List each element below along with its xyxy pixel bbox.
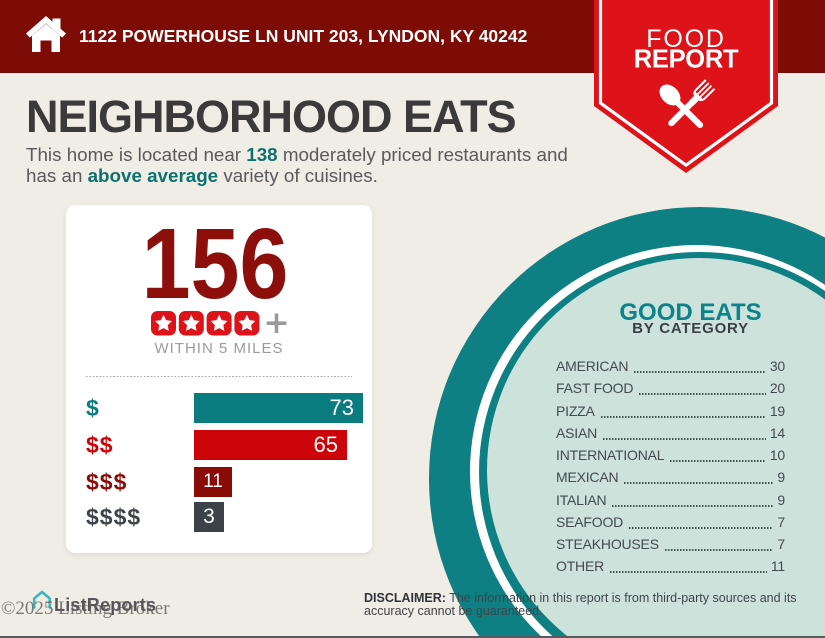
svg-text:FOOD: FOOD — [646, 25, 725, 53]
svg-text:REPORT: REPORT — [634, 46, 739, 74]
